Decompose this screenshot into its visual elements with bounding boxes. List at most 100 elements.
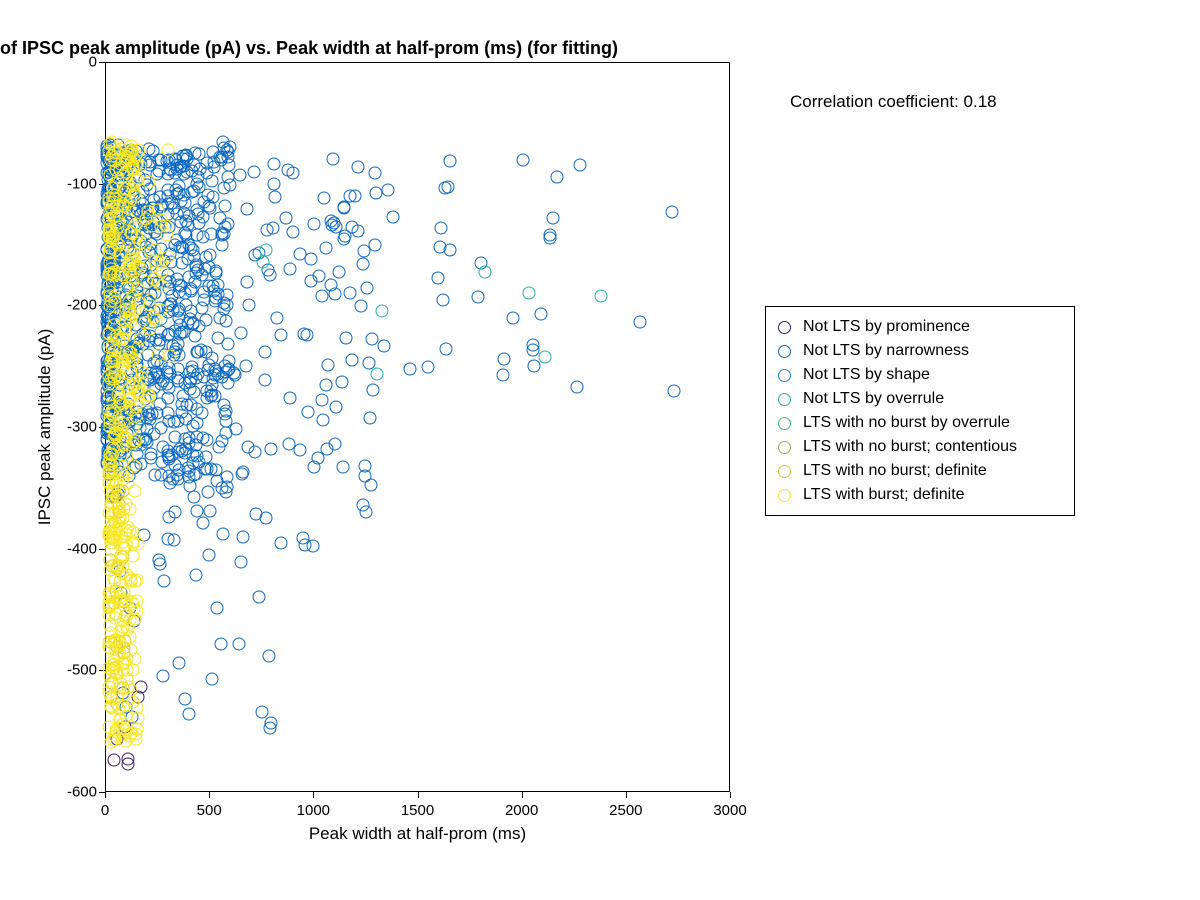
- scatter-point: [479, 266, 492, 279]
- scatter-point: [198, 294, 211, 307]
- scatter-point: [175, 195, 188, 208]
- scatter-point: [497, 352, 510, 365]
- scatter-point: [122, 691, 135, 704]
- legend-marker-icon: [778, 369, 791, 382]
- scatter-point: [184, 284, 197, 297]
- scatter-point: [316, 290, 329, 303]
- scatter-point: [366, 383, 379, 396]
- scatter-point: [258, 345, 271, 358]
- scatter-point: [192, 180, 205, 193]
- legend-item-label: LTS with no burst; definite: [803, 462, 987, 480]
- scatter-point: [320, 378, 333, 391]
- scatter-point: [327, 153, 340, 166]
- scatter-point: [177, 242, 190, 255]
- scatter-point: [237, 531, 250, 544]
- scatter-point: [162, 391, 175, 404]
- x-tick-mark: [105, 792, 106, 798]
- scatter-point: [104, 242, 117, 255]
- x-tick-label: 2500: [609, 802, 642, 819]
- scatter-point: [183, 480, 196, 493]
- scatter-point: [471, 290, 484, 303]
- scatter-point: [149, 244, 162, 257]
- scatter-point: [183, 383, 196, 396]
- y-tick-label: -400: [51, 540, 97, 557]
- y-tick-label: -300: [51, 419, 97, 436]
- scatter-point: [346, 353, 359, 366]
- x-axis-label: Peak width at half-prom (ms): [288, 824, 548, 844]
- scatter-point: [517, 154, 530, 167]
- legend-item-label: LTS with no burst; contentious: [803, 438, 1017, 456]
- scatter-point: [438, 181, 451, 194]
- scatter-point: [203, 505, 216, 518]
- scatter-point: [307, 540, 320, 553]
- scatter-point: [109, 191, 122, 204]
- scatter-point: [665, 205, 678, 218]
- scatter-point: [357, 245, 370, 258]
- scatter-point: [282, 163, 295, 176]
- scatter-point: [378, 340, 391, 353]
- scatter-point: [358, 459, 371, 472]
- scatter-point: [369, 238, 382, 251]
- scatter-point: [386, 210, 399, 223]
- scatter-point: [212, 440, 225, 453]
- scatter-point: [186, 165, 199, 178]
- scatter-point: [183, 708, 196, 721]
- scatter-point: [304, 253, 317, 266]
- scatter-point: [354, 299, 367, 312]
- legend-item: Not LTS by overrule: [778, 387, 1062, 411]
- scatter-point: [371, 368, 384, 381]
- scatter-point: [180, 399, 193, 412]
- scatter-point: [196, 517, 209, 530]
- scatter-point: [275, 536, 288, 549]
- scatter-point: [235, 326, 248, 339]
- x-tick-label: 2000: [505, 802, 538, 819]
- scatter-point: [153, 557, 166, 570]
- scatter-point: [154, 213, 167, 226]
- scatter-point: [161, 143, 174, 156]
- legend-item-label: Not LTS by narrowness: [803, 342, 969, 360]
- scatter-point: [534, 308, 547, 321]
- scatter-point: [102, 214, 115, 227]
- scatter-point: [227, 367, 240, 380]
- scatter-point: [114, 713, 127, 726]
- scatter-point: [188, 249, 201, 262]
- scatter-point: [176, 150, 189, 163]
- scatter-point: [271, 312, 284, 325]
- scatter-point: [527, 360, 540, 373]
- scatter-point: [131, 605, 144, 618]
- scatter-point: [125, 143, 138, 156]
- scatter-point: [200, 167, 213, 180]
- scatter-point: [143, 388, 156, 401]
- scatter-point: [189, 569, 202, 582]
- scatter-point: [538, 351, 551, 364]
- scatter-point: [328, 217, 341, 230]
- scatter-point: [103, 563, 116, 576]
- scatter-point: [187, 364, 200, 377]
- scatter-point: [208, 156, 221, 169]
- y-tick-label: -100: [51, 175, 97, 192]
- scatter-point: [316, 414, 329, 427]
- scatter-point: [218, 303, 231, 316]
- scatter-point: [435, 222, 448, 235]
- scatter-point: [594, 289, 607, 302]
- scatter-point: [571, 380, 584, 393]
- scatter-point: [109, 612, 122, 625]
- scatter-point: [260, 243, 273, 256]
- x-tick-mark: [209, 792, 210, 798]
- scatter-point: [119, 270, 132, 283]
- legend-item: Not LTS by prominence: [778, 315, 1062, 339]
- scatter-point: [145, 448, 158, 461]
- scatter-point: [337, 232, 350, 245]
- legend-item-label: LTS with burst; definite: [803, 486, 965, 504]
- scatter-point: [102, 477, 115, 490]
- scatter-point: [148, 468, 161, 481]
- scatter-point: [284, 262, 297, 275]
- scatter-point: [305, 275, 318, 288]
- scatter-point: [506, 312, 519, 325]
- scatter-point: [127, 421, 140, 434]
- scatter-point: [220, 485, 233, 498]
- scatter-point: [106, 365, 119, 378]
- scatter-point: [215, 370, 228, 383]
- scatter-point: [173, 657, 186, 670]
- scatter-point: [157, 574, 170, 587]
